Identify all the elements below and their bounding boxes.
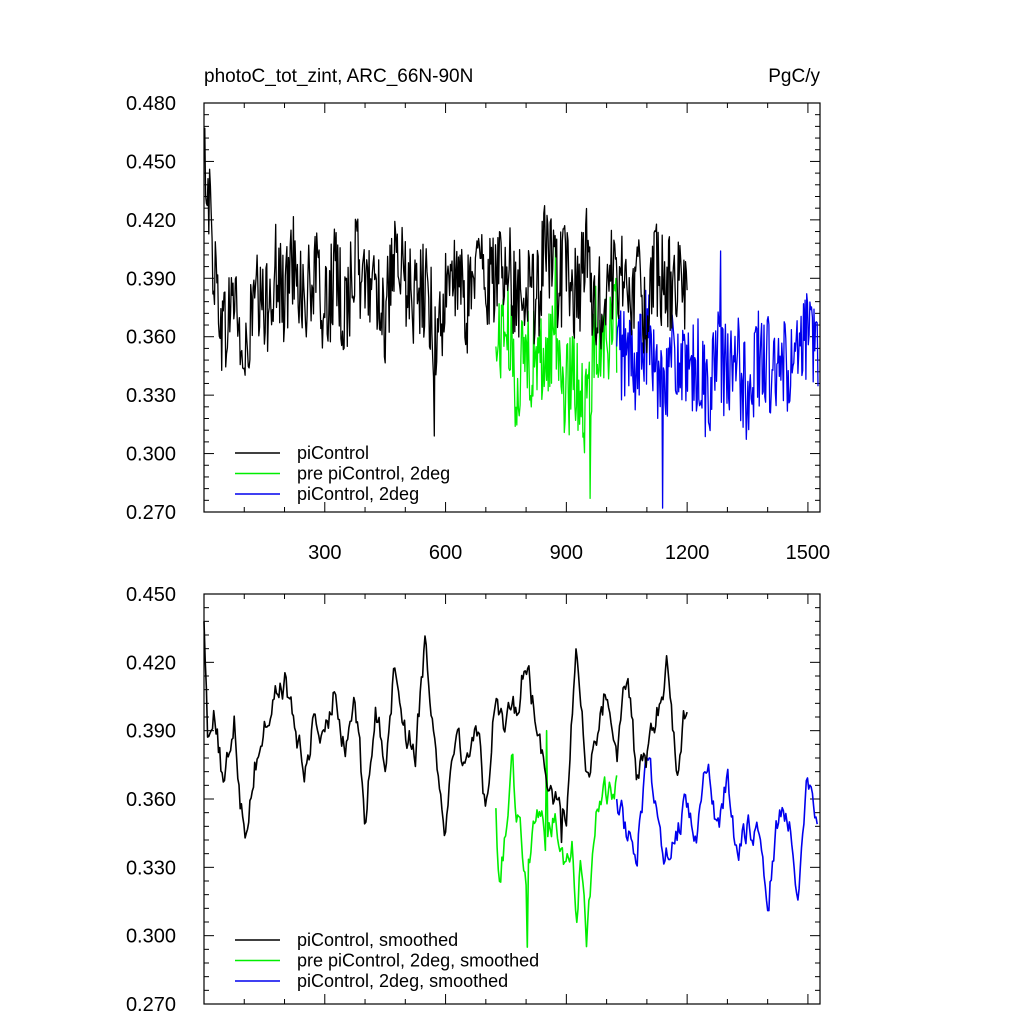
y-tick-label: 0.270 (126, 502, 176, 524)
panel-bottom: 0.270 0.300 0.330 0.360 0.390 0.420 0.450 piCo… (126, 584, 821, 1016)
series-line (495, 729, 618, 948)
chart-title: photoC_tot_zint, ARC_66N-90N (204, 66, 473, 87)
x-tick-labels: 300 600 900 1200 1500 (308, 542, 830, 564)
legend-label: pre piControl, 2deg (297, 464, 450, 484)
series-line (615, 757, 818, 912)
x-tick-label: 900 (550, 542, 583, 564)
x-tick-label: 1200 (665, 542, 710, 564)
legend-label: pre piControl, 2deg, smoothed (297, 951, 539, 971)
y-tick-label: 0.390 (126, 721, 176, 743)
y-tick-label: 0.270 (126, 994, 176, 1016)
panel-top: photoC_tot_zint, ARC_66N-90N PgC/y 0.270… (126, 66, 830, 564)
legend-label: piControl, smoothed (297, 930, 458, 950)
y-tick-labels: 0.270 0.300 0.330 0.360 0.390 0.420 0.450 0.480 (126, 93, 176, 524)
y-tick-label: 0.300 (126, 926, 176, 948)
units-label: PgC/y (768, 66, 820, 87)
series-line (616, 250, 819, 509)
y-tick-label: 0.330 (126, 385, 176, 407)
y-tick-label: 0.390 (126, 268, 176, 290)
legend-label: piControl, 2deg, smoothed (297, 971, 508, 991)
series-line (495, 238, 618, 500)
x-tick-label: 600 (429, 542, 462, 564)
tick-marks (204, 593, 820, 1005)
series-line (204, 127, 688, 437)
y-tick-label: 0.420 (126, 652, 176, 674)
y-tick-label: 0.360 (126, 327, 176, 349)
x-tick-label: 300 (308, 542, 341, 564)
plot-frame (203, 593, 821, 1005)
legend-label: piControl (297, 443, 369, 463)
y-tick-label: 0.300 (126, 444, 176, 466)
plot-frame (203, 102, 821, 513)
y-tick-label: 0.450 (126, 151, 176, 173)
legend-label: piControl, 2deg (297, 484, 419, 504)
y-tick-label: 0.450 (126, 584, 176, 606)
x-tick-label: 1500 (786, 542, 831, 564)
y-tick-label: 0.360 (126, 789, 176, 811)
series-line (203, 621, 688, 844)
series-group (204, 127, 819, 509)
y-tick-label: 0.330 (126, 857, 176, 879)
series-group (203, 621, 818, 948)
y-tick-labels: 0.270 0.300 0.330 0.360 0.390 0.420 0.450 (126, 584, 176, 1016)
y-tick-label: 0.420 (126, 210, 176, 232)
y-tick-label: 0.480 (126, 93, 176, 115)
